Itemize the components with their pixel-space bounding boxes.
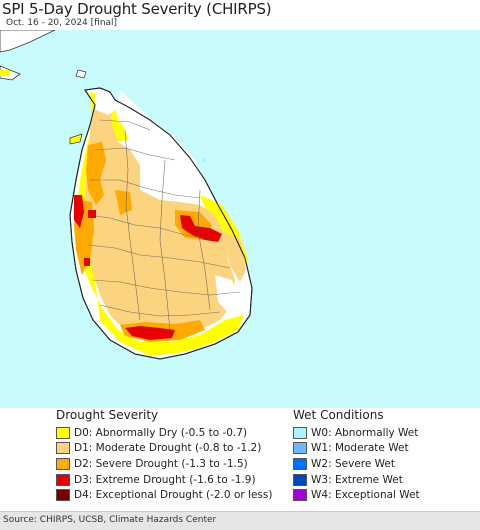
d3-area-south (125, 326, 175, 340)
map-title: SPI 5-Day Drought Severity (CHIRPS) (2, 0, 272, 18)
normal-area-northeast (118, 90, 205, 198)
mainland-dry-patch (0, 70, 9, 76)
w0-spot (202, 158, 206, 162)
mainland-coast (0, 30, 56, 53)
legend-item-w1: W1: Moderate Wet (293, 441, 420, 457)
map-date-range: Oct. 16 - 20, 2024 [final] (6, 18, 118, 28)
legend-item-d2: D2: Severe Drought (-1.3 to -1.5) (56, 456, 272, 472)
d2-area-central (115, 190, 132, 215)
legend: Drought Severity D0: Abnormally Dry (-0.… (0, 408, 480, 512)
swatch-w3 (293, 473, 307, 486)
legend-item-w2: W2: Severe Wet (293, 456, 420, 472)
d3-area-west-coast (74, 195, 84, 228)
legend-item-d3: D3: Extreme Drought (-1.6 to -1.9) (56, 472, 272, 488)
swatch-w4 (293, 489, 307, 502)
legend-label-w1: W1: Moderate Wet (311, 442, 409, 455)
legend-item-w0: W0: Abnormally Wet (293, 425, 420, 441)
swatch-w0 (293, 426, 307, 439)
d3-area-southwest-spot (84, 258, 90, 266)
legend-item-d1: D1: Moderate Drought (-0.8 to -1.2) (56, 441, 272, 457)
legend-label-d1: D1: Moderate Drought (-0.8 to -1.2) (74, 442, 262, 455)
legend-wet-heading: Wet Conditions (293, 408, 384, 422)
d3-area-east (180, 215, 222, 242)
legend-label-w0: W0: Abnormally Wet (311, 426, 419, 439)
swatch-d2 (56, 457, 70, 470)
legend-item-w4: W4: Exceptional Wet (293, 487, 420, 503)
legend-label-d3: D3: Extreme Drought (-1.6 to -1.9) (74, 473, 256, 486)
district-boundaries (87, 119, 241, 331)
legend-label-w4: W4: Exceptional Wet (311, 489, 420, 502)
islet-north (75, 69, 87, 79)
legend-label-d0: D0: Abnormally Dry (-0.5 to -0.7) (74, 426, 248, 439)
legend-item-d4: D4: Exceptional Drought (-2.0 or less) (56, 487, 272, 503)
swatch-d3 (56, 473, 70, 486)
legend-item-d0: D0: Abnormally Dry (-0.5 to -0.7) (56, 425, 272, 441)
legend-item-w3: W3: Extreme Wet (293, 472, 420, 488)
normal-area-jaffna (95, 92, 118, 115)
legend-drought-heading: Drought Severity (56, 408, 159, 422)
swatch-d4 (56, 489, 70, 502)
mannar-island (69, 133, 83, 145)
source-text: Source: CHIRPS, UCSB, Climate Hazards Ce… (3, 515, 217, 525)
legend-label-w3: W3: Extreme Wet (311, 473, 403, 486)
legend-label-w2: W2: Severe Wet (311, 457, 395, 470)
legend-label-d2: D2: Severe Drought (-1.3 to -1.5) (74, 457, 248, 470)
legend-label-d4: D4: Exceptional Drought (-2.0 or less) (74, 489, 273, 502)
swatch-w1 (293, 442, 307, 455)
swatch-d1 (56, 442, 70, 455)
d2-area-northwest (86, 142, 106, 205)
swatch-d0 (56, 426, 70, 439)
source-footer: Source: CHIRPS, UCSB, Climate Hazards Ce… (0, 511, 480, 530)
mainland-coast-west (0, 65, 21, 81)
drought-map (0, 30, 480, 408)
d1-area-main (84, 105, 235, 338)
d1-area-east-coast (222, 230, 246, 282)
normal-area-southeast (215, 275, 240, 315)
sri-lanka-coastline (69, 87, 253, 360)
legend-drought: Drought Severity D0: Abnormally Dry (-0.… (56, 408, 272, 503)
drought-shading (74, 90, 248, 356)
legend-wet: Wet Conditions W0: Abnormally Wet W1: Mo… (293, 408, 420, 503)
d3-area-west-spot (88, 210, 96, 218)
swatch-w2 (293, 457, 307, 470)
